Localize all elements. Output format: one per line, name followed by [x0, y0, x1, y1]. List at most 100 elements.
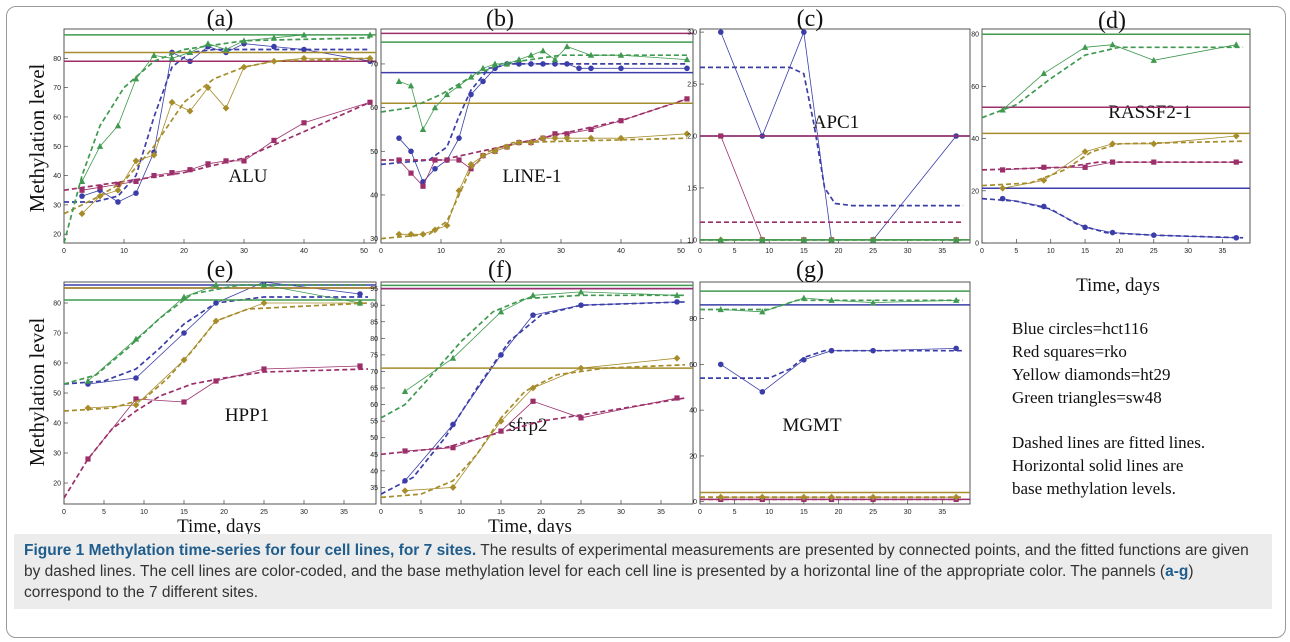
- point-hct116: [540, 61, 546, 67]
- y-tick-label: 40: [971, 136, 979, 143]
- point-ht29: [395, 230, 403, 238]
- point-ht29: [366, 54, 374, 62]
- point-ht29: [407, 230, 415, 238]
- point-hct116: [1233, 234, 1240, 241]
- panel-title: (a): [207, 6, 234, 32]
- point-ht29: [78, 210, 86, 218]
- data-line-sw48: [87, 284, 361, 382]
- point-sw48: [1040, 69, 1048, 76]
- plot-frame: [981, 28, 1251, 244]
- point-rko: [530, 398, 536, 404]
- point-rko: [261, 366, 267, 372]
- y-axis-label: Methylation level: [25, 63, 49, 212]
- site-label: ALU: [228, 166, 267, 187]
- point-hct116: [468, 91, 474, 98]
- x-tick-label: 20: [1116, 248, 1124, 255]
- point-rko: [181, 399, 187, 405]
- point-sw48: [563, 43, 571, 50]
- point-sw48: [717, 236, 724, 243]
- point-hct116: [552, 61, 558, 67]
- point-hct116: [133, 375, 139, 381]
- data-line-hct116: [720, 348, 957, 393]
- point-sw48: [503, 60, 511, 67]
- data-line-ht29: [81, 57, 370, 214]
- site-label: LINE-1: [502, 166, 561, 187]
- point-rko: [169, 170, 175, 176]
- point-sw48: [673, 291, 681, 298]
- x-tick-label: 5: [419, 509, 423, 516]
- fit-line-hct116: [381, 301, 686, 495]
- point-ht29: [529, 384, 537, 392]
- point-ht29: [132, 401, 140, 409]
- x-tick-label: 0: [698, 248, 702, 255]
- y-tick-label: 60: [689, 362, 697, 369]
- data-line-rko: [87, 365, 361, 460]
- x-tick-label: 0: [698, 509, 702, 516]
- point-ht29: [168, 98, 176, 106]
- plot-frame: [380, 28, 694, 244]
- y-tick-label: 2.5: [687, 82, 697, 89]
- point-ht29: [587, 134, 595, 142]
- plot-frame: [699, 281, 971, 505]
- point-sw48: [491, 60, 499, 67]
- x-tick-label: 30: [904, 248, 912, 255]
- point-rko: [79, 187, 85, 193]
- point-hct116: [717, 361, 724, 368]
- y-tick-label: 60: [53, 114, 61, 121]
- plot-frame: [63, 28, 377, 244]
- point-rko: [301, 120, 307, 126]
- y-tick-label: 60: [971, 84, 979, 91]
- x-tick-label: 25: [260, 509, 268, 516]
- caption-range: a-g: [1165, 563, 1189, 580]
- point-ht29: [717, 493, 725, 501]
- point-ht29: [758, 493, 766, 501]
- x-tick-label: 30: [904, 509, 912, 516]
- point-hct116: [115, 199, 121, 205]
- point-ht29: [515, 139, 523, 146]
- x-tick-label: 35: [938, 248, 946, 255]
- point-ht29: [800, 493, 808, 501]
- point-hct116: [456, 135, 462, 141]
- point-rko: [1233, 159, 1239, 165]
- point-sw48: [78, 178, 86, 185]
- x-tick-label: 40: [617, 248, 625, 255]
- point-ht29: [952, 493, 960, 501]
- point-ht29: [1109, 140, 1116, 148]
- point-ht29: [828, 493, 835, 501]
- note-line-3: base methylation levels.: [1012, 479, 1176, 498]
- y-tick-label: 40: [689, 408, 697, 415]
- point-ht29: [479, 152, 487, 160]
- x-tick-label: 35: [1219, 248, 1227, 255]
- point-hct116: [564, 61, 570, 67]
- y-tick-label: 80: [53, 56, 61, 63]
- note-line-1: Dashed lines are fitted lines.: [1012, 433, 1206, 452]
- point-sw48: [186, 49, 194, 56]
- point-rko: [205, 161, 211, 167]
- y-tick-label: 20: [53, 481, 61, 488]
- panel-hpp1: 0 5 10 15 20 25 30 35 20 30 40 50 60 70 80 (e) HPP1: [53, 257, 377, 516]
- point-ht29: [96, 192, 104, 200]
- y-tick-label: 80: [689, 316, 697, 323]
- x-tick-label: 20: [497, 248, 505, 255]
- fit-line-ht29: [381, 137, 688, 240]
- point-ht29: [1040, 176, 1048, 184]
- x-axis-label: Time, days: [177, 516, 261, 537]
- point-hct116: [759, 389, 766, 395]
- y-tick-label: 60: [370, 402, 378, 409]
- point-ht29: [443, 222, 451, 229]
- legend-ht29: Yellow diamonds=ht29: [1012, 365, 1171, 384]
- y-tick-label: 40: [53, 173, 61, 180]
- point-sw48: [419, 126, 427, 133]
- point-hct116: [684, 65, 690, 72]
- x-tick-label: 30: [557, 248, 565, 255]
- point-rko: [444, 157, 450, 163]
- point-sw48: [1150, 56, 1157, 63]
- data-line-sw48: [720, 297, 957, 313]
- point-sw48: [1109, 41, 1116, 48]
- point-hct116: [801, 29, 807, 35]
- point-rko: [97, 184, 103, 190]
- point-hct116: [181, 330, 187, 336]
- x-tick-label: 15: [800, 248, 808, 255]
- data-line-ht29: [87, 302, 360, 409]
- x-tick-label: 30: [1184, 248, 1192, 255]
